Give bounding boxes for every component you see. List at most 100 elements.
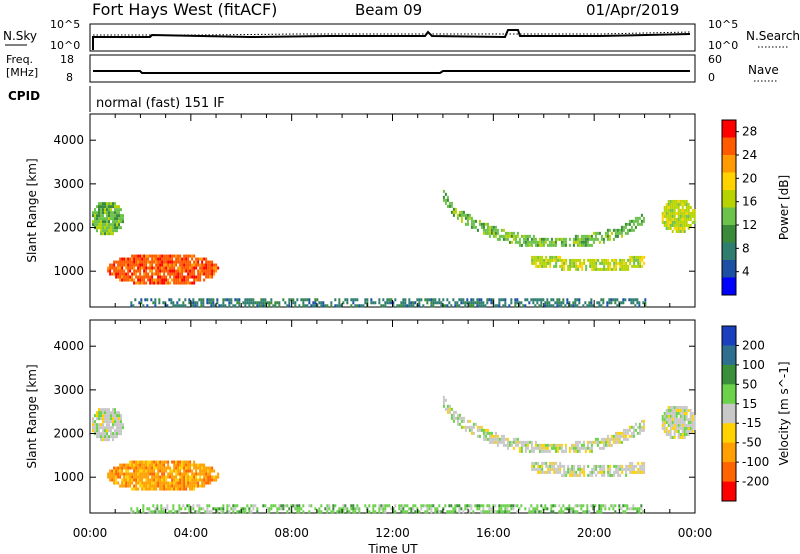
data-cell: [166, 504, 169, 508]
data-cell: [145, 478, 148, 482]
data-cell: [534, 298, 537, 302]
data-cell: [596, 301, 599, 305]
data-cell: [578, 240, 581, 244]
data-cell: [212, 304, 215, 308]
data-cell: [137, 278, 140, 282]
data-cell: [693, 414, 696, 418]
data-cell: [288, 301, 291, 305]
data-cell: [683, 429, 686, 433]
data-cell: [506, 443, 509, 447]
data-cell: [226, 504, 229, 508]
data-cell: [98, 423, 100, 427]
data-cell: [683, 423, 686, 427]
data-cell: [596, 231, 599, 235]
data-cell: [151, 266, 154, 270]
data-cell: [169, 472, 172, 476]
data-cell: [571, 258, 574, 262]
data-cell: [612, 298, 615, 302]
colorbar-segment: [722, 462, 736, 483]
data-cell: [484, 431, 487, 435]
data-cell: [564, 304, 567, 308]
data-cell: [608, 507, 611, 511]
data-cell: [183, 487, 186, 491]
data-cell: [502, 304, 505, 308]
data-cell: [356, 504, 359, 508]
data-cell: [110, 432, 112, 436]
data-cell: [116, 435, 118, 439]
data-cell: [139, 260, 142, 264]
data-cell: [623, 258, 626, 262]
data-cell: [631, 255, 634, 259]
data-cell: [201, 257, 204, 261]
data-cell: [104, 411, 106, 415]
data-cell: [175, 481, 178, 485]
data-cell: [96, 205, 98, 209]
data-cell: [432, 301, 435, 305]
data-cell: [552, 446, 555, 450]
data-cell: [436, 301, 439, 305]
data-cell: [183, 278, 186, 282]
data-cell: [598, 507, 601, 511]
data-cell: [394, 504, 397, 508]
data-cell: [538, 243, 541, 247]
data-cell: [169, 466, 172, 470]
data-cell: [113, 266, 116, 270]
data-cell: [498, 440, 501, 444]
data-cell: [143, 460, 146, 464]
data-cell: [571, 464, 574, 468]
data-cell: [444, 504, 447, 508]
data-cell: [392, 304, 395, 308]
data-cell: [691, 429, 694, 433]
data-cell: [96, 426, 98, 430]
data-cell: [182, 304, 185, 308]
data-cell: [187, 463, 190, 467]
data-cell: [500, 504, 503, 508]
data-cell: [516, 298, 519, 302]
data-cell: [555, 255, 558, 259]
data-cell: [408, 301, 411, 305]
data-cell: [130, 301, 133, 305]
data-cell: [687, 208, 690, 212]
data-cell: [332, 510, 335, 514]
data-cell: [195, 472, 198, 476]
data-cell: [149, 263, 152, 267]
data-cell: [110, 223, 112, 227]
data-cell: [113, 466, 116, 470]
data-cell: [193, 466, 196, 470]
data-cell: [248, 298, 251, 302]
data-cell: [94, 217, 96, 221]
data-cell: [171, 481, 174, 485]
data-cell: [92, 417, 94, 421]
data-cell: [603, 258, 606, 262]
data-cell: [541, 261, 544, 265]
data-cell: [492, 228, 495, 232]
data-cell: [298, 510, 301, 514]
data-cell: [127, 478, 130, 482]
data-cell: [145, 281, 148, 285]
data-cell: [424, 504, 427, 508]
data-cell: [130, 507, 133, 511]
data-cell: [98, 432, 100, 436]
data-cell: [153, 472, 156, 476]
data-cell: [454, 207, 457, 211]
data-cell: [546, 449, 549, 453]
data-cell: [157, 257, 160, 261]
data-cell: [681, 229, 684, 233]
data-cell: [179, 263, 182, 267]
data-cell: [643, 470, 646, 474]
data-cell: [185, 484, 188, 488]
data-cell: [183, 481, 186, 485]
data-cell: [629, 255, 632, 259]
data-cell: [667, 220, 670, 224]
data-cell: [607, 261, 610, 265]
data-cell: [195, 278, 198, 282]
data-cell: [228, 301, 231, 305]
data-cell: [490, 437, 493, 441]
data-cell: [600, 298, 603, 302]
data-cell: [600, 504, 603, 508]
data-cell: [104, 438, 106, 442]
data-cell: [178, 510, 181, 514]
data-cell: [202, 304, 205, 308]
data-cell: [208, 504, 211, 508]
data-cell: [404, 304, 407, 308]
